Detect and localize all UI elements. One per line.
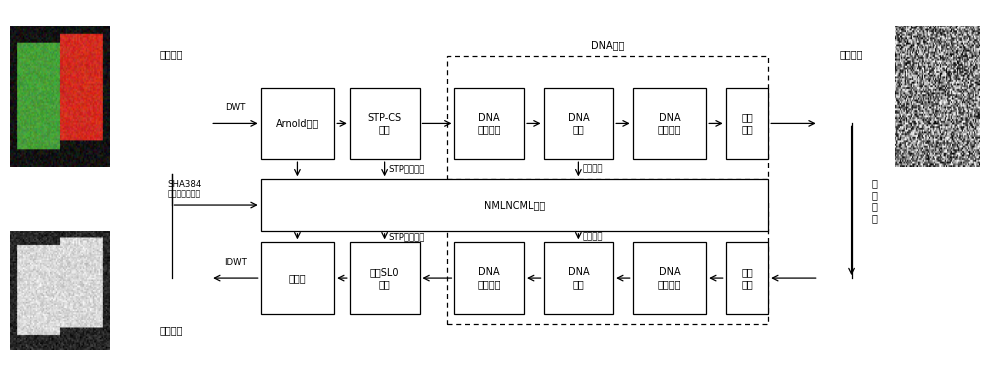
- Bar: [447, 56, 768, 179]
- Bar: [261, 179, 768, 231]
- Text: 混沌序列: 混沌序列: [582, 165, 603, 174]
- Bar: [633, 242, 706, 314]
- Text: 明文图像: 明文图像: [160, 49, 183, 59]
- Bar: [726, 87, 768, 159]
- Text: 密文图像: 密文图像: [840, 49, 863, 59]
- Bar: [261, 87, 334, 159]
- Text: DNA扩散: DNA扩散: [591, 41, 624, 50]
- Text: 逆置乱: 逆置乱: [289, 273, 306, 283]
- Text: 解密图像: 解密图像: [160, 326, 183, 335]
- Bar: [633, 87, 706, 159]
- Bar: [350, 87, 420, 159]
- Text: DNA
随机解码: DNA 随机解码: [658, 113, 681, 134]
- Bar: [350, 242, 420, 314]
- Text: DNA
减法: DNA 减法: [568, 267, 589, 289]
- Text: DNA
随机编码: DNA 随机编码: [478, 113, 501, 134]
- Text: 混沌序列: 混沌序列: [582, 232, 603, 241]
- Text: DNA
加法: DNA 加法: [568, 113, 589, 134]
- Text: DNA
随机解码: DNA 随机解码: [478, 267, 501, 289]
- Bar: [447, 201, 768, 324]
- Bar: [544, 87, 613, 159]
- Text: 比特
异或: 比特 异或: [741, 267, 753, 289]
- Text: IDWT: IDWT: [224, 258, 247, 267]
- Bar: [261, 242, 334, 314]
- Text: NMLNCML系统: NMLNCML系统: [484, 200, 545, 210]
- Text: STP测量矩阵: STP测量矩阵: [388, 165, 425, 174]
- Text: 网
络
传
输: 网 络 传 输: [872, 178, 878, 223]
- Text: SHA384: SHA384: [168, 180, 202, 189]
- Text: STP-CS
测量: STP-CS 测量: [368, 113, 402, 134]
- Text: 并行SL0
重构: 并行SL0 重构: [370, 267, 399, 289]
- Text: DNA
随机编码: DNA 随机编码: [658, 267, 681, 289]
- Text: Arnold置乱: Arnold置乱: [276, 118, 319, 128]
- Text: STP测量矩阵: STP测量矩阵: [388, 232, 425, 241]
- Text: 比特
异或: 比特 异或: [741, 113, 753, 134]
- Bar: [726, 242, 768, 314]
- Bar: [454, 242, 524, 314]
- Bar: [454, 87, 524, 159]
- Bar: [544, 242, 613, 314]
- Text: DWT: DWT: [225, 103, 246, 112]
- Text: 明文相关的密钥: 明文相关的密钥: [168, 189, 201, 198]
